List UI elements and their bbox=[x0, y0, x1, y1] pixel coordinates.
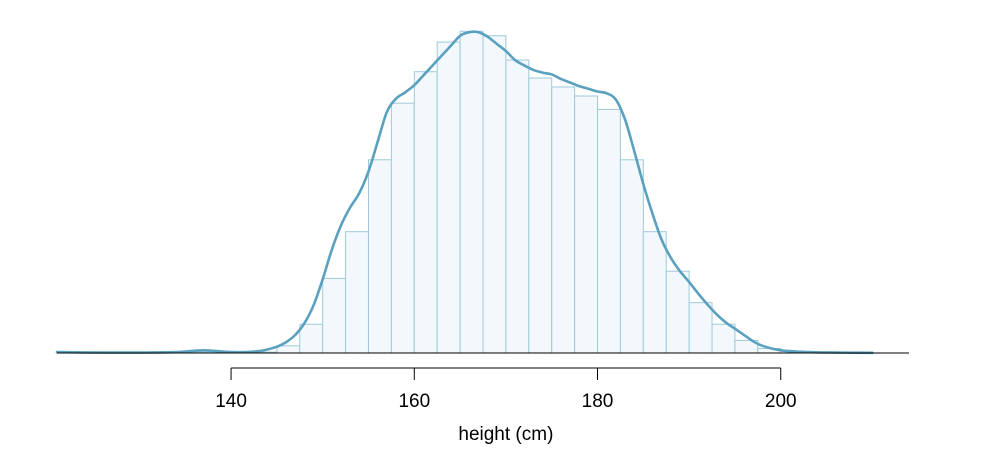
histogram-bar bbox=[551, 86, 576, 354]
histogram-bar bbox=[276, 345, 301, 354]
histogram-bar bbox=[322, 277, 347, 354]
histogram-bar bbox=[436, 41, 461, 354]
histogram-bar bbox=[574, 95, 599, 354]
histogram-bar bbox=[299, 323, 324, 354]
histogram-bar bbox=[459, 30, 484, 354]
histogram-bar bbox=[711, 323, 736, 354]
density-curve bbox=[55, 30, 874, 355]
histogram-bars bbox=[184, 30, 873, 354]
x-tick-label: 140 bbox=[215, 391, 247, 412]
histogram-bar bbox=[665, 270, 690, 354]
x-tick-label: 200 bbox=[765, 391, 797, 412]
histogram-bar bbox=[390, 102, 415, 354]
histogram-bar bbox=[367, 159, 392, 354]
histogram-bar bbox=[345, 231, 369, 354]
histogram-bar bbox=[482, 35, 507, 354]
x-axis: 140 160 180 200 height (cm) bbox=[215, 367, 797, 445]
x-tick-label: 180 bbox=[582, 391, 614, 412]
histogram-bar bbox=[413, 71, 438, 354]
histogram-bar bbox=[642, 231, 667, 354]
histogram-bar bbox=[505, 59, 530, 354]
x-tick-label: 160 bbox=[398, 391, 430, 412]
x-axis-label: height (cm) bbox=[458, 424, 553, 445]
histogram-bar bbox=[619, 159, 644, 354]
histogram-bar bbox=[528, 77, 553, 354]
x-ticks: 140 160 180 200 bbox=[215, 368, 797, 412]
histogram-bar bbox=[688, 302, 713, 354]
histogram-bar bbox=[597, 108, 621, 354]
